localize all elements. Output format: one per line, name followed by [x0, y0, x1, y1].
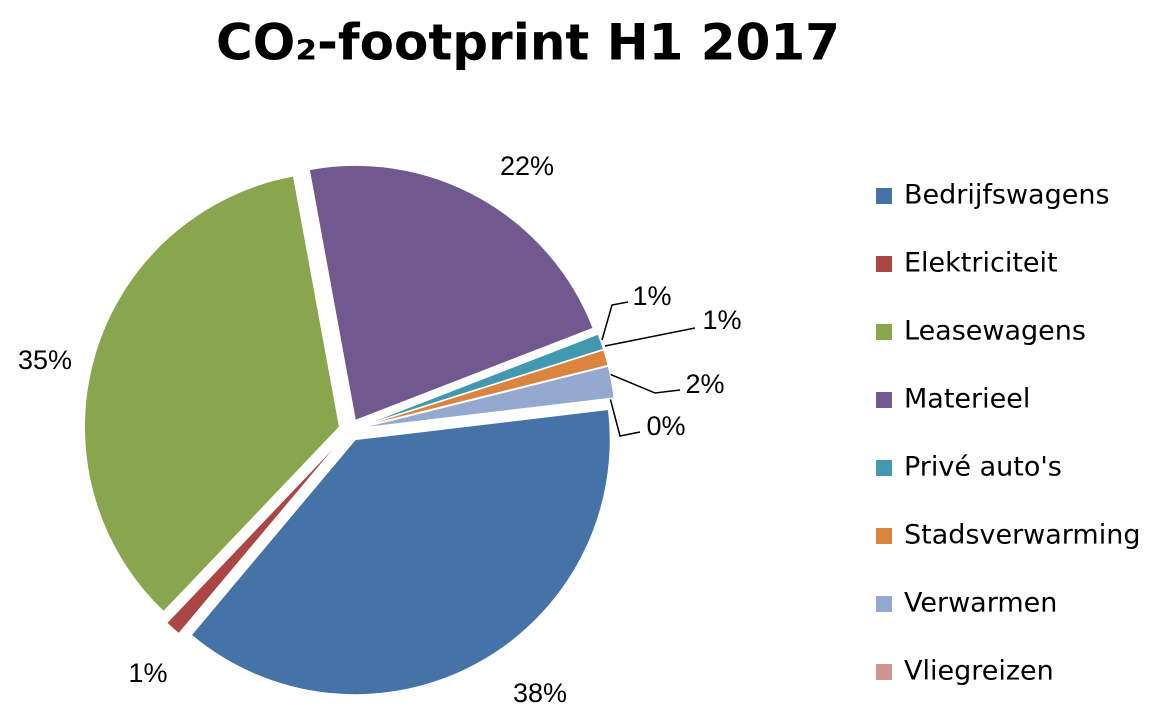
legend-label: Vliegreizen — [904, 656, 1054, 687]
pie-slice — [360, 333, 605, 427]
pie-slice — [360, 349, 609, 428]
leader-line — [606, 372, 681, 394]
leader-line — [608, 393, 641, 437]
legend-label: Stadsverwarming — [904, 520, 1140, 551]
legend-swatch — [876, 596, 892, 612]
legend-swatch — [876, 392, 892, 408]
chart-title: CO₂-footprint H1 2017 — [216, 14, 840, 72]
legend-label: Privé auto's — [904, 452, 1062, 483]
legend-swatch — [876, 324, 892, 340]
legend-swatch — [876, 188, 892, 204]
data-label: 1% — [128, 658, 167, 688]
pie-slice — [360, 365, 615, 429]
legend-label: Bedrijfswagens — [904, 180, 1110, 211]
pie-slice — [83, 175, 340, 613]
legend-label: Materieel — [904, 384, 1030, 415]
legend-swatch — [876, 528, 892, 544]
legend-swatch — [876, 256, 892, 272]
legend-label: Leasewagens — [904, 316, 1086, 347]
leader-line — [604, 327, 696, 347]
legend-swatch — [876, 664, 892, 680]
data-label: 0% — [646, 411, 685, 441]
pie-slice — [166, 437, 344, 635]
data-label: 38% — [513, 678, 567, 708]
data-label: 1% — [632, 281, 671, 311]
data-label: 22% — [500, 151, 554, 181]
legend-swatch — [876, 460, 892, 476]
data-label: 2% — [685, 369, 724, 399]
pie-slice — [308, 164, 594, 422]
data-label: 1% — [702, 305, 741, 335]
legend-label: Verwarmen — [904, 588, 1057, 619]
data-label: 35% — [18, 345, 72, 375]
pie-slice — [190, 408, 611, 696]
leader-line — [601, 301, 629, 341]
legend-label: Elektriciteit — [904, 248, 1058, 279]
